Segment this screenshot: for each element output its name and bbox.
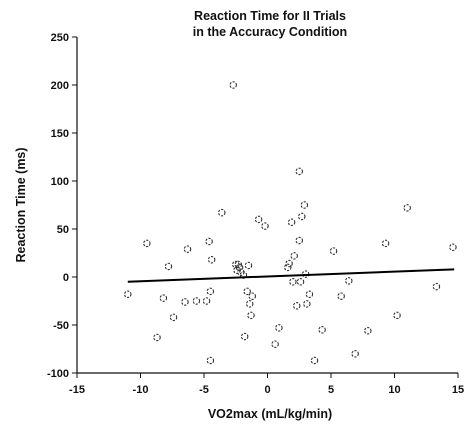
data-point	[247, 311, 255, 320]
data-point	[261, 222, 269, 230]
y-axis-label: Reaction Time (ms)	[14, 147, 28, 262]
y-tick-label: -100	[47, 368, 69, 380]
data-point	[206, 356, 215, 365]
data-point	[337, 292, 345, 300]
data-point	[232, 260, 240, 269]
data-point	[287, 218, 296, 227]
data-point	[229, 81, 237, 89]
data-point	[432, 282, 441, 291]
data-point	[310, 356, 319, 365]
data-point	[305, 290, 314, 299]
data-point	[296, 278, 305, 286]
data-point	[364, 327, 372, 335]
data-points	[124, 81, 457, 365]
y-tick-label: 0	[63, 272, 69, 284]
chart-title-line-2: in the Accuracy Condition	[193, 25, 347, 39]
data-point	[240, 332, 249, 341]
x-tick-label: 0	[264, 384, 270, 396]
data-point	[292, 302, 301, 310]
x-tick-label: -10	[133, 384, 149, 396]
x-tick-label: -5	[199, 384, 209, 396]
y-tick-label: -50	[53, 320, 69, 332]
data-point	[243, 287, 251, 296]
axes	[76, 37, 458, 374]
data-point	[351, 350, 359, 358]
data-point	[235, 263, 244, 272]
data-point	[245, 300, 254, 308]
data-point	[295, 167, 303, 176]
x-tick-label: -15	[69, 384, 85, 396]
y-tick-label: 150	[51, 128, 69, 140]
x-tick-label: 15	[452, 384, 464, 396]
data-point	[303, 300, 311, 308]
x-tick-label: 5	[328, 384, 334, 396]
data-point	[393, 311, 401, 320]
data-point	[205, 237, 213, 246]
data-point	[183, 245, 192, 253]
data-point	[300, 201, 309, 209]
data-point	[285, 259, 293, 268]
data-point	[124, 290, 132, 299]
data-point	[329, 247, 338, 255]
x-tick-label: 10	[388, 384, 400, 396]
data-point	[181, 298, 189, 306]
y-tick-label: 100	[51, 176, 69, 188]
regression-line	[127, 268, 455, 283]
data-point	[159, 294, 168, 302]
x-axis-label: VO2max (mL/kg/min)	[208, 407, 332, 421]
data-point	[206, 287, 215, 296]
data-point	[248, 292, 257, 300]
data-point	[275, 324, 283, 332]
data-point	[381, 239, 390, 248]
data-point	[295, 236, 303, 245]
data-point	[244, 261, 253, 270]
data-point	[218, 208, 226, 217]
data-point	[318, 326, 326, 334]
data-point	[192, 297, 201, 305]
data-point	[207, 255, 216, 264]
data-point	[345, 277, 353, 285]
data-point	[234, 260, 243, 269]
y-tick-label: 50	[57, 224, 69, 236]
data-point	[254, 215, 263, 224]
data-point	[164, 262, 173, 271]
data-point	[449, 243, 457, 251]
data-point	[202, 297, 211, 305]
y-tick-label: 200	[51, 80, 69, 92]
data-point	[169, 313, 178, 322]
data-point	[153, 333, 161, 342]
y-tick-label: 250	[51, 32, 69, 44]
data-point	[298, 212, 306, 221]
chart-title-line-1: Reaction Time for II Trials	[194, 9, 346, 23]
data-point	[284, 263, 292, 272]
data-point	[403, 204, 411, 212]
data-point	[271, 340, 279, 348]
data-point	[290, 252, 298, 260]
data-point	[289, 278, 297, 286]
data-point	[143, 239, 151, 248]
